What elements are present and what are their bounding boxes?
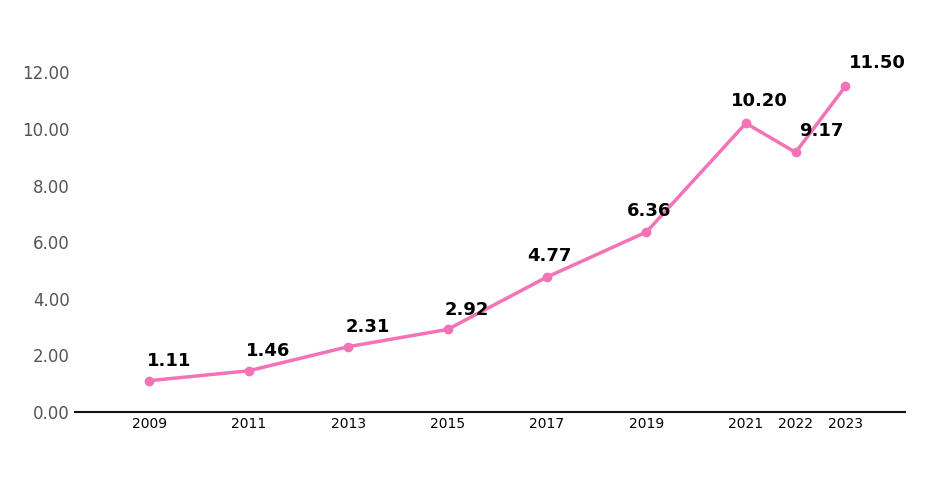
Text: 1.46: 1.46 — [246, 342, 290, 360]
Text: 10.20: 10.20 — [731, 92, 787, 110]
Text: 4.77: 4.77 — [527, 247, 572, 265]
Text: 2.92: 2.92 — [445, 301, 490, 319]
Text: 9.17: 9.17 — [800, 122, 844, 141]
Text: 11.50: 11.50 — [849, 54, 906, 72]
Text: 6.36: 6.36 — [627, 202, 671, 220]
Text: 2.31: 2.31 — [345, 318, 390, 336]
Text: 1.11: 1.11 — [146, 352, 191, 370]
